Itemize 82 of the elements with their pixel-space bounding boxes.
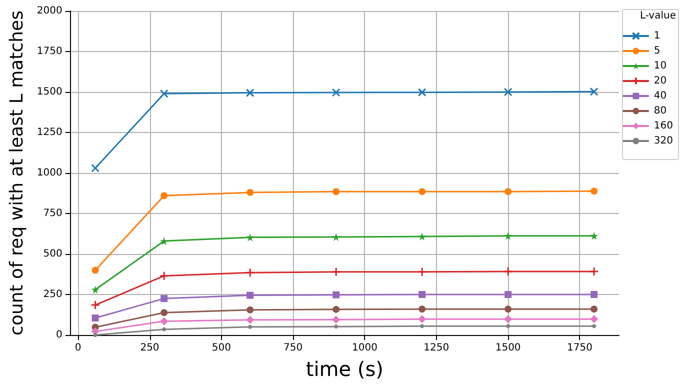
- point: [332, 306, 340, 313]
- point: [590, 306, 598, 313]
- point: [590, 232, 598, 240]
- point: [334, 324, 338, 329]
- point: [504, 291, 512, 298]
- point: [504, 88, 512, 96]
- point: [418, 315, 426, 324]
- y-tick-label: 750: [43, 208, 62, 219]
- point: [418, 232, 426, 241]
- point: [90, 300, 100, 310]
- y-tick-label: 2000: [36, 6, 62, 16]
- point: [160, 317, 168, 326]
- point: [418, 306, 426, 313]
- point: [92, 266, 99, 274]
- point: [160, 237, 168, 246]
- legend-label: 20: [654, 76, 667, 86]
- point: [332, 316, 340, 324]
- legend-label: 1: [654, 30, 660, 42]
- point: [504, 232, 512, 240]
- legend-label: 10: [654, 60, 667, 72]
- point: [332, 188, 340, 196]
- point: [503, 266, 513, 276]
- x-tick-label: 250: [140, 342, 160, 354]
- point: [420, 324, 424, 328]
- x-tick-label: 1250: [424, 342, 450, 354]
- point: [162, 327, 166, 332]
- point: [589, 266, 599, 276]
- legend-label: 40: [654, 90, 667, 102]
- point: [590, 315, 598, 324]
- point: [246, 233, 254, 242]
- point: [504, 188, 512, 196]
- x-axis-title: time (s): [306, 357, 384, 381]
- y-tick-label: 500: [43, 248, 62, 260]
- legend-label: 160: [654, 120, 674, 132]
- point: [160, 295, 168, 302]
- y-tick-label: 1250: [36, 127, 62, 138]
- point: [159, 271, 169, 281]
- x-tick-label: 1500: [495, 342, 521, 354]
- x-tick-label: 0: [74, 342, 82, 354]
- y-tick-label: 1500: [36, 86, 62, 98]
- point: [332, 291, 340, 298]
- point: [417, 267, 427, 277]
- point: [160, 309, 168, 316]
- y-axis-title: count of req with at least L matches: [6, 10, 28, 336]
- point: [248, 324, 252, 329]
- point: [160, 89, 168, 98]
- point: [246, 292, 254, 299]
- point: [590, 87, 598, 96]
- y-tick-label: 1750: [36, 46, 62, 57]
- point: [418, 88, 426, 97]
- point: [504, 306, 512, 313]
- legend-title: L-value: [640, 10, 676, 22]
- y-tick-label: 1000: [36, 168, 62, 178]
- point: [418, 291, 426, 298]
- point: [506, 324, 510, 328]
- point: [590, 291, 598, 298]
- point: [590, 188, 598, 195]
- x-tick-label: 1750: [567, 342, 592, 354]
- point: [504, 315, 512, 324]
- point: [246, 316, 254, 324]
- point: [246, 306, 254, 314]
- point: [91, 286, 100, 294]
- point: [91, 164, 100, 172]
- x-tick-label: 1000: [352, 342, 378, 354]
- y-tick-label: 250: [43, 289, 62, 300]
- point: [92, 314, 99, 322]
- y-tick-label: 0: [56, 330, 62, 340]
- point: [246, 88, 254, 98]
- point: [160, 192, 168, 200]
- point: [332, 232, 340, 241]
- legend-label: 80: [654, 106, 667, 116]
- legend-label: 320: [654, 136, 674, 146]
- point: [331, 267, 341, 277]
- legend-label: 5: [654, 46, 660, 56]
- point: [592, 324, 596, 328]
- point: [93, 333, 98, 337]
- x-tick-label: 500: [212, 342, 231, 354]
- point: [245, 268, 255, 278]
- point: [332, 88, 340, 97]
- point: [246, 188, 254, 196]
- point: [418, 188, 426, 196]
- x-tick-label: 750: [284, 342, 303, 354]
